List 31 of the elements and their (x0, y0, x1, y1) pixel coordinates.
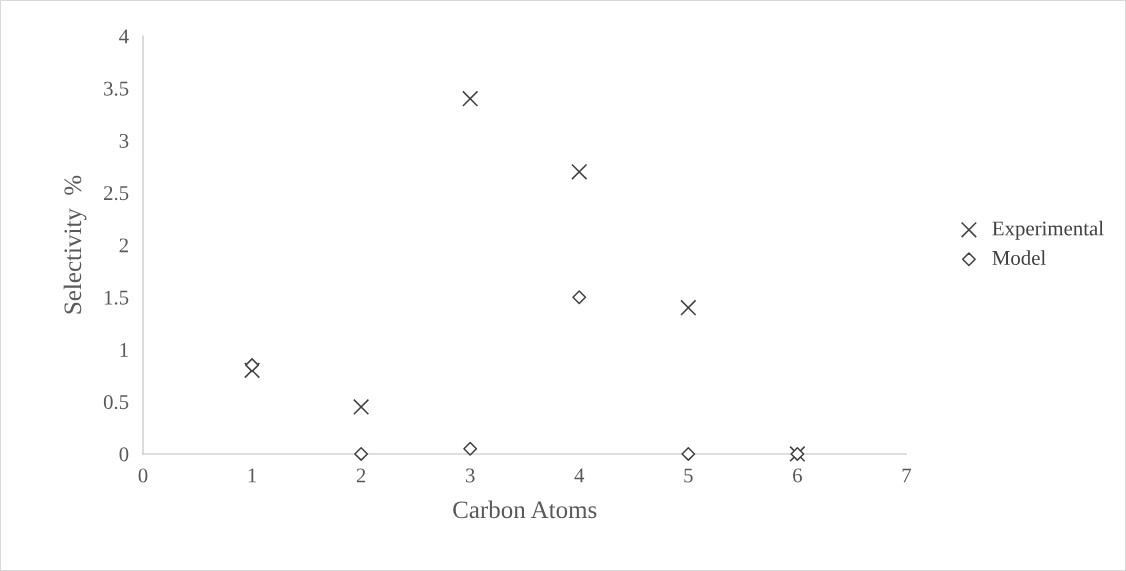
y-tick-label: 0.5 (103, 395, 129, 410)
point (680, 299, 697, 316)
point (353, 398, 370, 415)
point (572, 290, 587, 305)
y-tick-label: 3.5 (104, 81, 129, 96)
x-tick-label: 2 (356, 468, 366, 483)
x-tick-label: 0 (138, 468, 148, 483)
point (462, 90, 479, 107)
y-tick-label: 3 (119, 133, 129, 148)
point (245, 358, 260, 373)
x-tick-label: 1 (248, 468, 257, 483)
x-tick-label: 6 (793, 468, 802, 483)
legend-label: Experimental (992, 220, 1104, 240)
legend-label: Model (992, 250, 1046, 265)
y-tick-label: 0 (119, 447, 129, 462)
point (463, 441, 478, 456)
x-tick-label: 7 (902, 468, 912, 483)
y-tick-label: 1 (120, 342, 128, 357)
y-axis-title: Selectivity % (63, 175, 87, 314)
y-tick-label: 2.5 (103, 186, 129, 201)
x-axis-title: Carbon Atoms (453, 500, 597, 519)
x-tick-label: 5 (684, 468, 693, 483)
point (681, 446, 696, 461)
point (571, 163, 588, 180)
y-tick-label: 4 (119, 29, 129, 44)
x-tick-label: 3 (465, 468, 475, 483)
point (244, 362, 261, 379)
y-tick-label: 1.5 (104, 290, 129, 305)
point (354, 446, 369, 461)
y-tick-label: 2 (119, 238, 128, 253)
x-tick-label: 4 (574, 468, 585, 483)
